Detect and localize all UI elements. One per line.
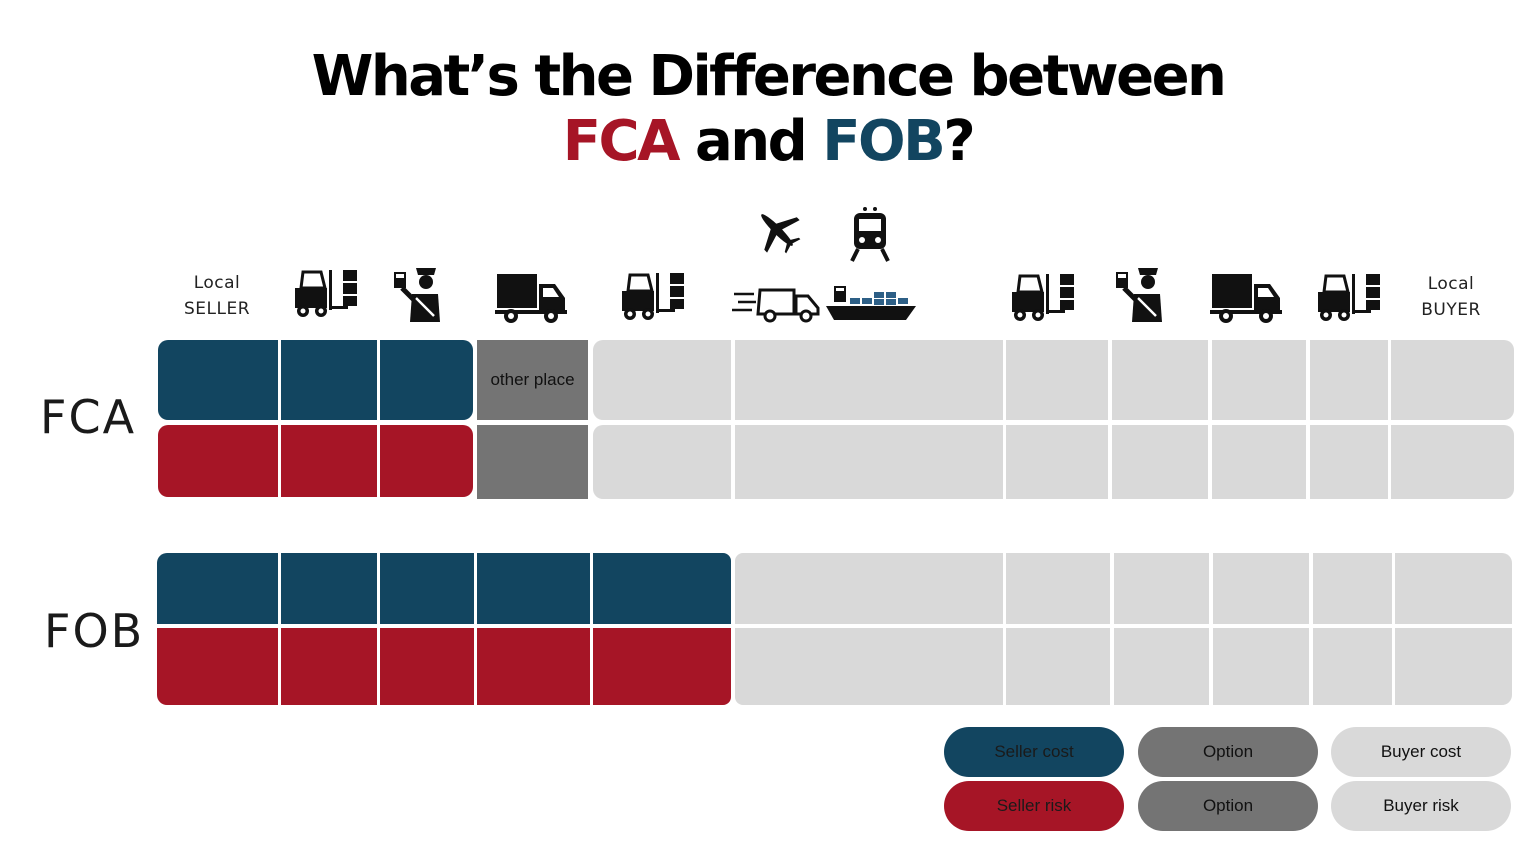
customs-officer-icon [1114,266,1168,324]
fob-cost-cell-buyer [1114,553,1209,624]
cargo-ship-icon [826,282,916,324]
fca-risk-cell-buyer [1391,425,1514,499]
legend-buyer-risk: Buyer risk [1331,781,1511,831]
forklift-icon [1008,270,1078,324]
fob-risk-cell-seller [477,628,590,705]
local-seller-line-2: SELLER [183,299,251,319]
legend-option-risk: Option [1138,781,1318,831]
fca-cost-cell-seller [380,340,473,420]
fob-cost-cell-seller [380,553,474,624]
fob-cost-cell-seller [281,553,377,624]
fob-risk-cell-seller [157,628,278,705]
fob-cost-cell-buyer [1395,553,1512,624]
title-line-2: FCA and FOB? [0,110,1536,174]
local-seller-line-1: Local [193,273,241,293]
local-buyer-line-1: Local [1427,274,1475,294]
fob-risk-cell-buyer [1114,628,1209,705]
fob-risk-cell-seller [593,628,731,705]
fca-cost-cell-buyer [593,340,731,420]
fob-cost-cell-buyer [1213,553,1309,624]
row-label-fob: FOB [44,604,145,658]
fob-cost-cell-seller [477,553,590,624]
fca-risk-cell-buyer [735,425,1003,499]
title-line-1: What’s the Difference between [311,44,1227,109]
fob-cost-cell-buyer [1313,553,1392,624]
airplane-icon [752,205,802,255]
local-seller-label: Local SELLER [167,270,267,322]
fob-cost-cell-seller [157,553,278,624]
truck-icon [1210,272,1282,324]
title-fob: FOB [822,109,946,174]
customs-officer-icon [392,266,446,324]
forklift-icon [618,269,688,323]
fob-cost-cell-buyer [735,553,1003,624]
fca-cost-cell-buyer [1112,340,1208,420]
fca-cost-cell-buyer [1212,340,1306,420]
fca-cost-cell-seller [281,340,377,420]
truck-icon [495,272,567,324]
legend-seller-cost: Seller cost [944,727,1124,777]
legend-buyer-cost: Buyer cost [1331,727,1511,777]
fob-risk-cell-buyer [1213,628,1309,705]
fca-risk-cell-seller [281,425,377,497]
forklift-icon [291,266,361,320]
fca-cost-cell-buyer [1006,340,1108,420]
fob-risk-cell-seller [281,628,377,705]
fob-risk-cell-buyer [1395,628,1512,705]
fob-cost-cell-buyer [1006,553,1110,624]
fob-risk-cell-buyer [1006,628,1110,705]
fca-cost-cell-buyer [735,340,1003,420]
fca-cost-cell-buyer [1310,340,1388,420]
fca-cost-cell-buyer [1391,340,1514,420]
legend-seller-risk: Seller risk [944,781,1124,831]
option-cell-label: other place [490,370,575,389]
title-and: and [677,109,823,174]
forklift-icon [1314,270,1384,324]
fca-risk-cell-buyer [1212,425,1306,499]
fca-risk-cell-buyer [1112,425,1208,499]
title-fca: FCA [562,109,681,174]
fca-cost-cell-option: other place [477,340,588,420]
fca-risk-cell-seller [158,425,278,497]
row-label-fca: FCA [40,390,137,444]
fob-cost-cell-seller [593,553,731,624]
legend-option-cost: Option [1138,727,1318,777]
title-question-mark: ? [943,109,975,174]
fob-risk-cell-buyer [735,628,1003,705]
local-buyer-line-2: BUYER [1421,300,1481,320]
fca-risk-cell-buyer [1310,425,1388,499]
fca-risk-cell-option [477,425,588,499]
fob-risk-cell-buyer [1313,628,1392,705]
train-icon [850,205,890,263]
fca-risk-cell-seller [380,425,473,497]
fca-risk-cell-buyer [593,425,731,499]
fca-cost-cell-seller [158,340,278,420]
fca-risk-cell-buyer [1006,425,1108,499]
fast-truck-icon [732,284,822,324]
local-buyer-label: Local BUYER [1401,271,1501,323]
fob-risk-cell-seller [380,628,474,705]
